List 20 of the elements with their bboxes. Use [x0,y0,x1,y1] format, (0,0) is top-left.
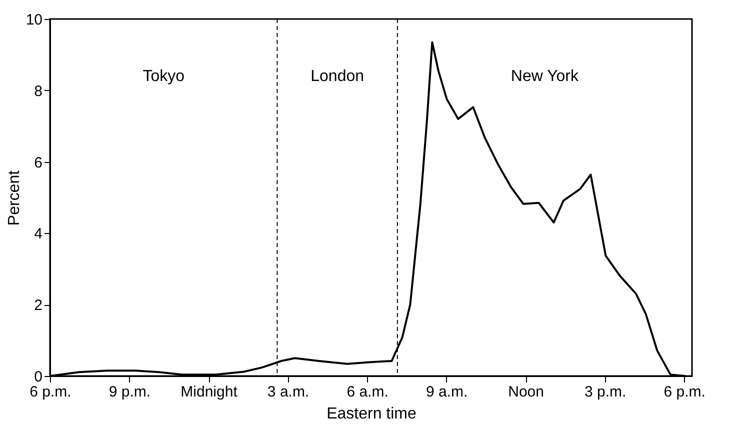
x-tick-label: 9 p.m. [108,384,151,400]
x-tick-label: 3 p.m. [584,384,626,400]
y-axis-title: Percent [6,170,23,226]
y-tick-label: 6 [34,154,42,172]
x-tick-label: 6 p.m. [664,384,706,400]
y-tick-label: 0 [34,368,42,386]
y-tick-label: 8 [34,82,42,100]
x-axis-title: Eastern time [326,406,417,422]
x-tick-label: 3 a.m. [267,384,310,400]
annotation: London [310,68,364,86]
annotation: Tokyo [142,68,185,86]
y-tick-label: 4 [34,226,42,243]
y-tick-label: 10 [26,12,42,28]
annotation: New York [510,68,580,86]
x-tick-label: 6 a.m. [346,384,388,400]
x-tick-label: Noon [508,384,544,400]
x-tick-label: 6 p.m. [30,384,72,400]
y-tick-label: 2 [34,297,42,314]
x-tick-label: 9 a.m. [426,384,468,400]
x-tick-label: Midnight [180,384,238,400]
